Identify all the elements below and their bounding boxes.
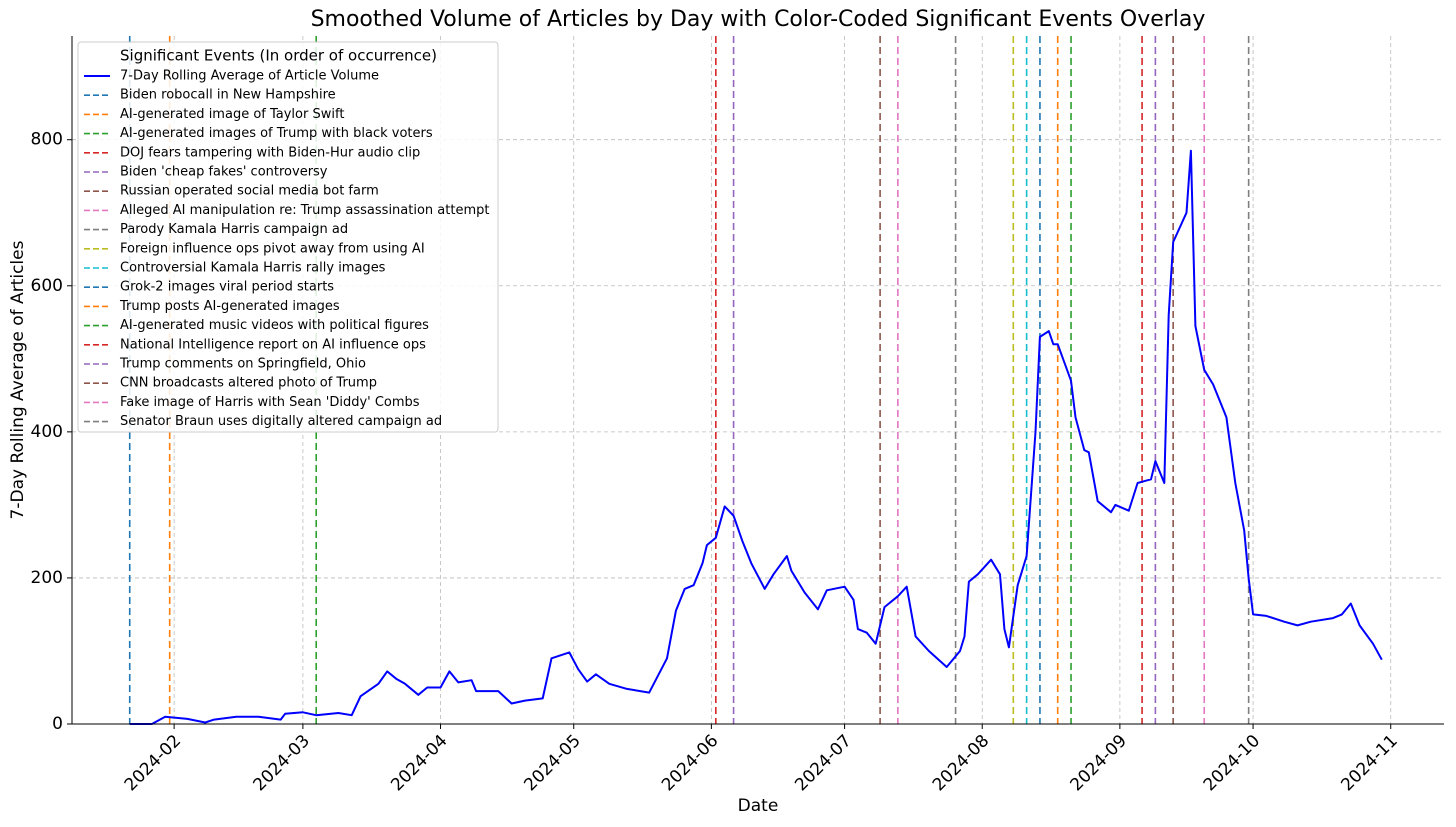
x-tick-label: 2024-03 <box>250 731 314 795</box>
legend-label: Senator Braun uses digitally altered cam… <box>120 414 442 429</box>
x-tick-label: 2024-05 <box>520 731 584 795</box>
legend-label: DOJ fears tampering with Biden-Hur audio… <box>120 145 420 160</box>
legend-label: Grok-2 images viral period starts <box>120 280 334 295</box>
x-tick-label: 2024-11 <box>1337 731 1401 795</box>
legend-label: AI-generated music videos with political… <box>120 318 429 333</box>
y-tick-label: 0 <box>52 714 63 734</box>
legend-label: Trump comments on Springfield, Ohio <box>119 357 366 372</box>
legend-label: Biden robocall in New Hampshire <box>120 88 336 103</box>
legend-label: Controversial Kamala Harris rally images <box>120 261 386 276</box>
data-line <box>129 149 1383 725</box>
legend-label: AI-generated image of Taylor Swift <box>120 107 344 122</box>
legend-box <box>77 41 499 433</box>
legend-label: Biden 'cheap fakes' controversy <box>120 165 328 180</box>
legend-label: Foreign influence ops pivot away from us… <box>120 241 425 256</box>
x-tick-label: 2024-02 <box>121 731 185 795</box>
legend-label: Fake image of Harris with Sean 'Diddy' C… <box>120 395 420 410</box>
legend-title: Significant Events (In order of occurren… <box>120 47 437 65</box>
y-axis-label: 7-Day Rolling Average of Articles <box>8 240 28 519</box>
y-tick-label: 200 <box>31 568 63 588</box>
legend-label: National Intelligence report on AI influ… <box>120 337 426 352</box>
legend-label: 7-Day Rolling Average of Article Volume <box>120 69 379 84</box>
legend-label: Trump posts AI-generated images <box>119 299 340 314</box>
x-tick-label: 2024-09 <box>1067 731 1131 795</box>
legend-label: Russian operated social media bot farm <box>120 184 379 199</box>
axes-frame <box>71 36 1444 725</box>
y-tick-label: 400 <box>31 422 63 442</box>
x-tick-label: 2024-04 <box>387 731 451 795</box>
x-tick-label: 2024-10 <box>1200 731 1264 795</box>
legend: Significant Events (In order of occurren… <box>77 41 499 433</box>
y-tick-label: 600 <box>31 276 63 296</box>
legend-label: Alleged AI manipulation re: Trump assass… <box>120 203 489 218</box>
legend-label: CNN broadcasts altered photo of Trump <box>120 376 377 391</box>
x-tick-label: 2024-08 <box>929 731 993 795</box>
x-tick-label: 2024-07 <box>791 731 855 795</box>
x-axis-label: Date <box>738 796 779 816</box>
legend-label: Parody Kamala Harris campaign ad <box>120 222 348 237</box>
x-tick-label: 2024-06 <box>658 731 722 795</box>
legend-label: AI-generated images of Trump with black … <box>120 126 433 141</box>
y-tick-label: 800 <box>31 130 63 150</box>
chart-title: Smoothed Volume of Articles by Day with … <box>311 7 1206 32</box>
